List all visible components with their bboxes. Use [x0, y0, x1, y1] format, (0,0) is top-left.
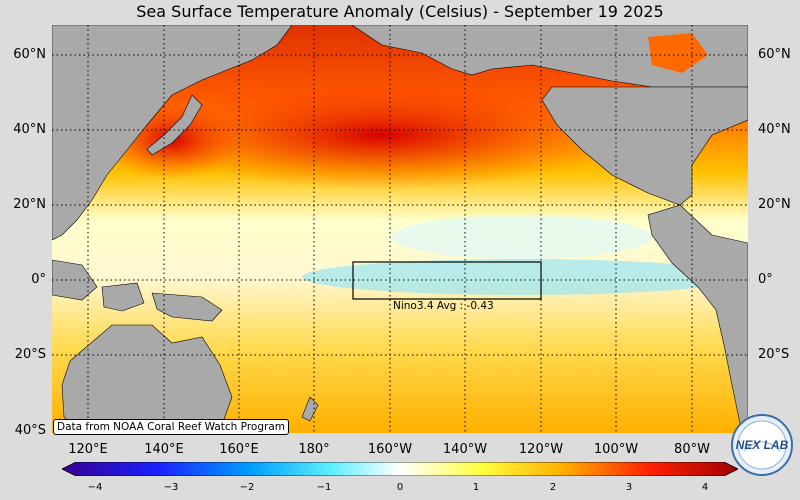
lat-label-right: 40°N: [758, 122, 791, 137]
sst-anomaly-map: [52, 25, 748, 433]
nino34-box: [352, 261, 542, 300]
colorbar: [62, 462, 738, 476]
lon-label: 100°W: [593, 442, 639, 457]
colorbar-tick: 2: [549, 482, 557, 493]
lon-label: 120°E: [68, 442, 108, 457]
colorbar-tick: −4: [87, 482, 103, 493]
north-america-landmass: [541, 86, 748, 206]
lon-label: 160°E: [219, 442, 259, 457]
colorbar-tick: −2: [239, 482, 255, 493]
nino34-average-label: Nino3.4 Avg : -0.43: [393, 300, 494, 312]
cool-anomaly-central: [392, 215, 652, 259]
lon-label: 140°W: [442, 442, 488, 457]
colorbar-tick: −3: [163, 482, 179, 493]
lon-label: 140°E: [144, 442, 184, 457]
lat-label-right: 20°S: [758, 347, 790, 362]
lat-label-right: 0°: [758, 272, 773, 287]
asia-landmass: [52, 25, 293, 241]
graticule: [52, 25, 748, 433]
lon-label: 180°: [298, 442, 330, 457]
lat-label: 20°N: [13, 197, 46, 212]
lat-label: 40°N: [13, 122, 46, 137]
hudson-bay-water: [648, 33, 708, 73]
colorbar-tick: −1: [316, 482, 332, 493]
lat-label: 40°S: [14, 423, 46, 438]
lon-label: 160°W: [367, 442, 413, 457]
lat-label-right: 60°N: [758, 47, 791, 62]
lat-label-right: 20°N: [758, 197, 791, 212]
japan-landmass: [146, 94, 203, 156]
colorbar-tick: 3: [625, 482, 633, 493]
colorbar-tick: 4: [701, 482, 709, 493]
lon-label: 120°W: [518, 442, 564, 457]
data-source-label: Data from NOAA Coral Reef Watch Program: [53, 419, 289, 435]
warm-anomaly-north-pacific: [142, 80, 622, 190]
central-south-america-landmass: [647, 204, 748, 433]
lon-label: 80°W: [674, 442, 710, 457]
colorbar-tick: 0: [396, 482, 404, 493]
maritime-continent-landmass: [52, 259, 223, 322]
lat-label: 0°: [31, 272, 46, 287]
colorbar-tick: 1: [472, 482, 480, 493]
map-title: Sea Surface Temperature Anomaly (Celsius…: [136, 2, 664, 21]
svg-text:NEX LAB: NEX LAB: [736, 438, 789, 452]
australia-landmass: [61, 324, 233, 433]
lat-label: 60°N: [13, 47, 46, 62]
nexlab-logo: NEX LAB: [731, 414, 793, 476]
lat-label: 20°S: [14, 347, 46, 362]
cool-anomaly-equator: [302, 259, 742, 295]
